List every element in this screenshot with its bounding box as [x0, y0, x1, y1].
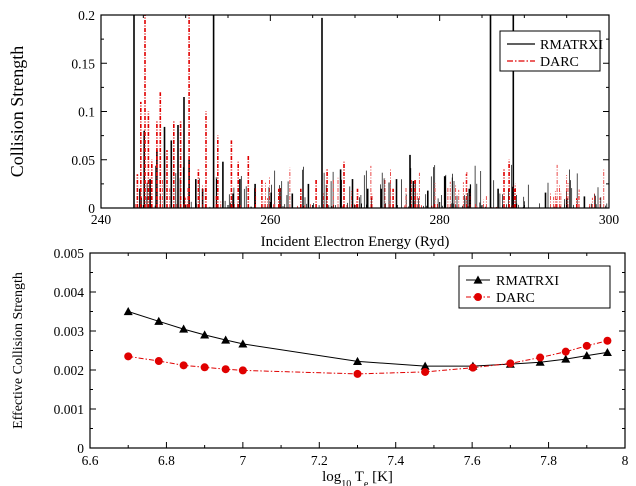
legend-label-rmatrxi: RMATRXI [496, 274, 559, 289]
xlabel-var-sub: e [364, 479, 369, 486]
x-tick-label: 260 [260, 212, 281, 227]
xlabel-var: T [351, 469, 364, 485]
point-rmatrxi [420, 361, 430, 370]
y-tick-label: 0.004 [54, 285, 85, 300]
x-tick-label: 7.2 [311, 453, 328, 468]
point-darc [582, 341, 591, 350]
point-darc [536, 353, 545, 362]
point-darc [353, 369, 362, 378]
top-chart-panel: 240 260 280 300 0 0.05 0.1 0.15 0.2 Incident Ele… [7, 8, 619, 250]
point-darc [561, 347, 570, 356]
top-y-axis-label: Collision Strength [7, 46, 27, 178]
legend-label-rmatrxi: RMATRXI [540, 38, 603, 53]
point-rmatrxi [238, 339, 248, 348]
x-tick-label: 7.6 [464, 453, 481, 468]
bottom-legend-box [458, 265, 611, 309]
x-tick-label: 7 [239, 453, 246, 468]
bottom-x-axis-label: log10 Te [K] [322, 469, 393, 486]
point-rmatrxi [179, 324, 189, 333]
top-axis-ticks: 240 260 280 300 0 0.05 0.1 0.15 0.2 [71, 8, 619, 227]
y-tick-label: 0.15 [71, 56, 95, 71]
point-rmatrxi [561, 354, 571, 363]
point-darc [179, 361, 188, 370]
x-tick-label: 280 [430, 212, 451, 227]
top-legend: RMATRXI DARC [499, 30, 603, 72]
y-tick-label: 0.003 [54, 324, 85, 339]
point-rmatrxi [154, 316, 164, 325]
legend-label-darc: DARC [540, 55, 579, 70]
point-darc [421, 367, 430, 376]
series-line-darc [128, 340, 608, 375]
point-darc [506, 359, 515, 368]
x-tick-label: 7.4 [387, 453, 404, 468]
point-rmatrxi [582, 351, 592, 360]
x-tick-label: 7.8 [540, 453, 557, 468]
y-tick-label: 0.1 [78, 105, 95, 120]
point-darc [603, 336, 612, 345]
bottom-y-axis-label: Effective Collision Strength [11, 272, 26, 429]
legend-marker-darc [474, 293, 482, 301]
y-tick-label: 0.2 [78, 8, 95, 23]
x-tick-label: 240 [91, 212, 112, 227]
legend-label-darc: DARC [496, 291, 535, 306]
y-tick-label: 0 [77, 441, 84, 456]
point-darc [200, 363, 209, 372]
legend-marker-rmatrxi [473, 275, 483, 284]
point-rmatrxi [353, 356, 362, 366]
point-darc [154, 357, 163, 366]
point-darc [468, 363, 477, 372]
point-darc [238, 366, 247, 375]
y-tick-label: 0 [88, 201, 95, 216]
xlabel-unit: [K] [368, 469, 393, 485]
y-tick-label: 0.001 [54, 402, 84, 417]
bottom-axis-ticks: 6.6 6.8 7 7.2 7.4 7.6 7.8 8 0 0.001 0.002 0.003 0.00… [54, 246, 629, 468]
bottom-chart-panel: 6.6 6.8 7 7.2 7.4 7.6 7.8 8 0 0.001 0.002 0.003 0.00… [11, 246, 629, 486]
legend-entry-rmatrxi [466, 275, 490, 284]
x-tick-label: 8 [622, 453, 629, 468]
xlabel-log-sub: 10 [341, 479, 351, 486]
point-rmatrxi [123, 307, 133, 316]
point-darc [124, 352, 133, 361]
point-darc [221, 365, 230, 374]
bottom-legend: RMATRXI DARC [458, 265, 611, 309]
bottom-series-lines [128, 311, 608, 375]
x-tick-label: 6.8 [158, 453, 175, 468]
xlabel-log: log [322, 469, 342, 485]
x-tick-label: 6.6 [82, 453, 99, 468]
point-rmatrxi [221, 335, 231, 344]
point-rmatrxi [602, 347, 612, 357]
y-tick-label: 0.002 [54, 363, 84, 378]
top-legend-box [499, 30, 601, 72]
x-tick-label: 300 [599, 212, 620, 227]
point-rmatrxi [535, 357, 545, 366]
top-x-axis-label: Incident Electron Energy (Ryd) [261, 234, 450, 250]
point-rmatrxi [200, 330, 210, 339]
bottom-series-markers [123, 307, 612, 378]
series-line-rmatrxi [128, 311, 608, 367]
y-tick-label: 0.005 [54, 246, 85, 261]
y-tick-label: 0.05 [71, 153, 95, 168]
legend-entry-darc [466, 293, 490, 301]
